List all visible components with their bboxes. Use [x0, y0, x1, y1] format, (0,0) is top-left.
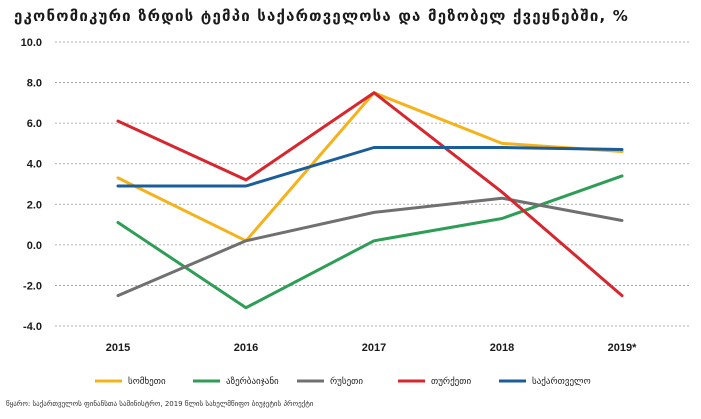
series-lines — [116, 91, 624, 310]
x-axis-ticks: 2015 2016 2017 2018 2019* — [106, 342, 637, 354]
y-axis-ticks: 10.0 8.0 6.0 4.0 2.0 0.0 -2.0 -4.0 — [21, 37, 42, 333]
x-tick-label: 2016 — [234, 342, 258, 354]
source-note: წყარო: საქართველოს ფინანსთა სამინისტრო, … — [6, 400, 314, 408]
y-tick-label: 0.0 — [27, 240, 42, 252]
y-tick-label: 6.0 — [27, 118, 42, 130]
y-tick-label: 10.0 — [21, 37, 42, 49]
y-tick-label: 4.0 — [27, 159, 42, 171]
grid-lines — [55, 41, 690, 327]
legend-label: აზერბაიჯანი — [226, 376, 279, 387]
legend-label: საქართველო — [532, 376, 591, 387]
x-tick-label: 2017 — [362, 342, 386, 354]
y-tick-label: 8.0 — [27, 78, 42, 90]
y-tick-label: -2.0 — [23, 280, 42, 292]
chart-title: ეკონომიკური ზრდის ტემპი საქართველოსა და … — [14, 7, 630, 25]
series-line-4 — [116, 146, 624, 188]
y-tick-label: -4.0 — [23, 321, 42, 333]
series-line-2 — [116, 196, 624, 298]
series-line-3 — [116, 91, 624, 298]
x-tick-label: 2019* — [608, 342, 637, 354]
legend-label: რუსეთი — [330, 376, 363, 387]
x-tick-label: 2015 — [106, 342, 130, 354]
y-tick-label: 2.0 — [27, 199, 42, 211]
legend: სომხეთი აზერბაიჯანი რუსეთი თურქეთი საქართველ… — [95, 376, 591, 387]
legend-label: სომხეთი — [128, 376, 166, 387]
x-tick-label: 2018 — [490, 342, 514, 354]
series-line-0 — [116, 91, 624, 243]
series-line-1 — [116, 174, 624, 310]
legend-label: თურქეთი — [431, 376, 471, 387]
